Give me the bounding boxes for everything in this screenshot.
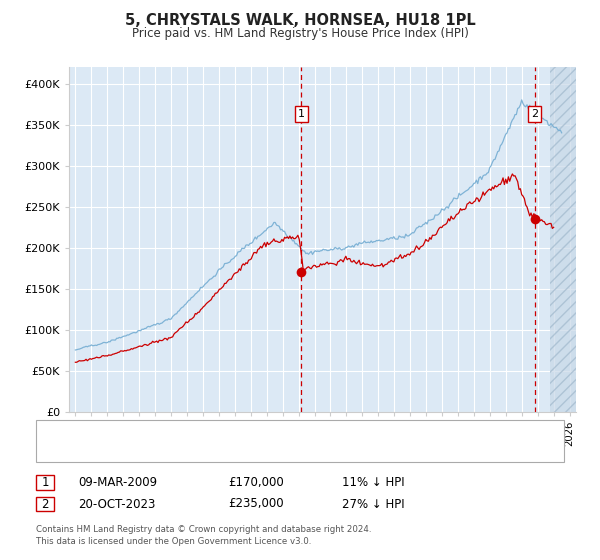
Bar [550,67,576,412]
Text: 20-OCT-2023: 20-OCT-2023 [78,497,155,511]
Text: Price paid vs. HM Land Registry's House Price Index (HPI): Price paid vs. HM Land Registry's House … [131,27,469,40]
Text: 5, CHRYSTALS WALK, HORNSEA, HU18 1PL: 5, CHRYSTALS WALK, HORNSEA, HU18 1PL [125,13,475,29]
Text: HPI: Average price, detached house, East Riding of Yorkshire: HPI: Average price, detached house, East… [81,445,397,455]
Text: £170,000: £170,000 [228,476,284,489]
Text: 2: 2 [41,497,49,511]
Text: £235,000: £235,000 [228,497,284,511]
Text: 1: 1 [41,476,49,489]
Text: 09-MAR-2009: 09-MAR-2009 [78,476,157,489]
Text: 2: 2 [531,109,538,119]
Text: Contains HM Land Registry data © Crown copyright and database right 2024.
This d: Contains HM Land Registry data © Crown c… [36,525,371,546]
Text: 11% ↓ HPI: 11% ↓ HPI [342,476,404,489]
Text: 5, CHRYSTALS WALK, HORNSEA, HU18 1PL (detached house): 5, CHRYSTALS WALK, HORNSEA, HU18 1PL (de… [81,427,396,437]
Text: 27% ↓ HPI: 27% ↓ HPI [342,497,404,511]
Text: 1: 1 [298,109,305,119]
